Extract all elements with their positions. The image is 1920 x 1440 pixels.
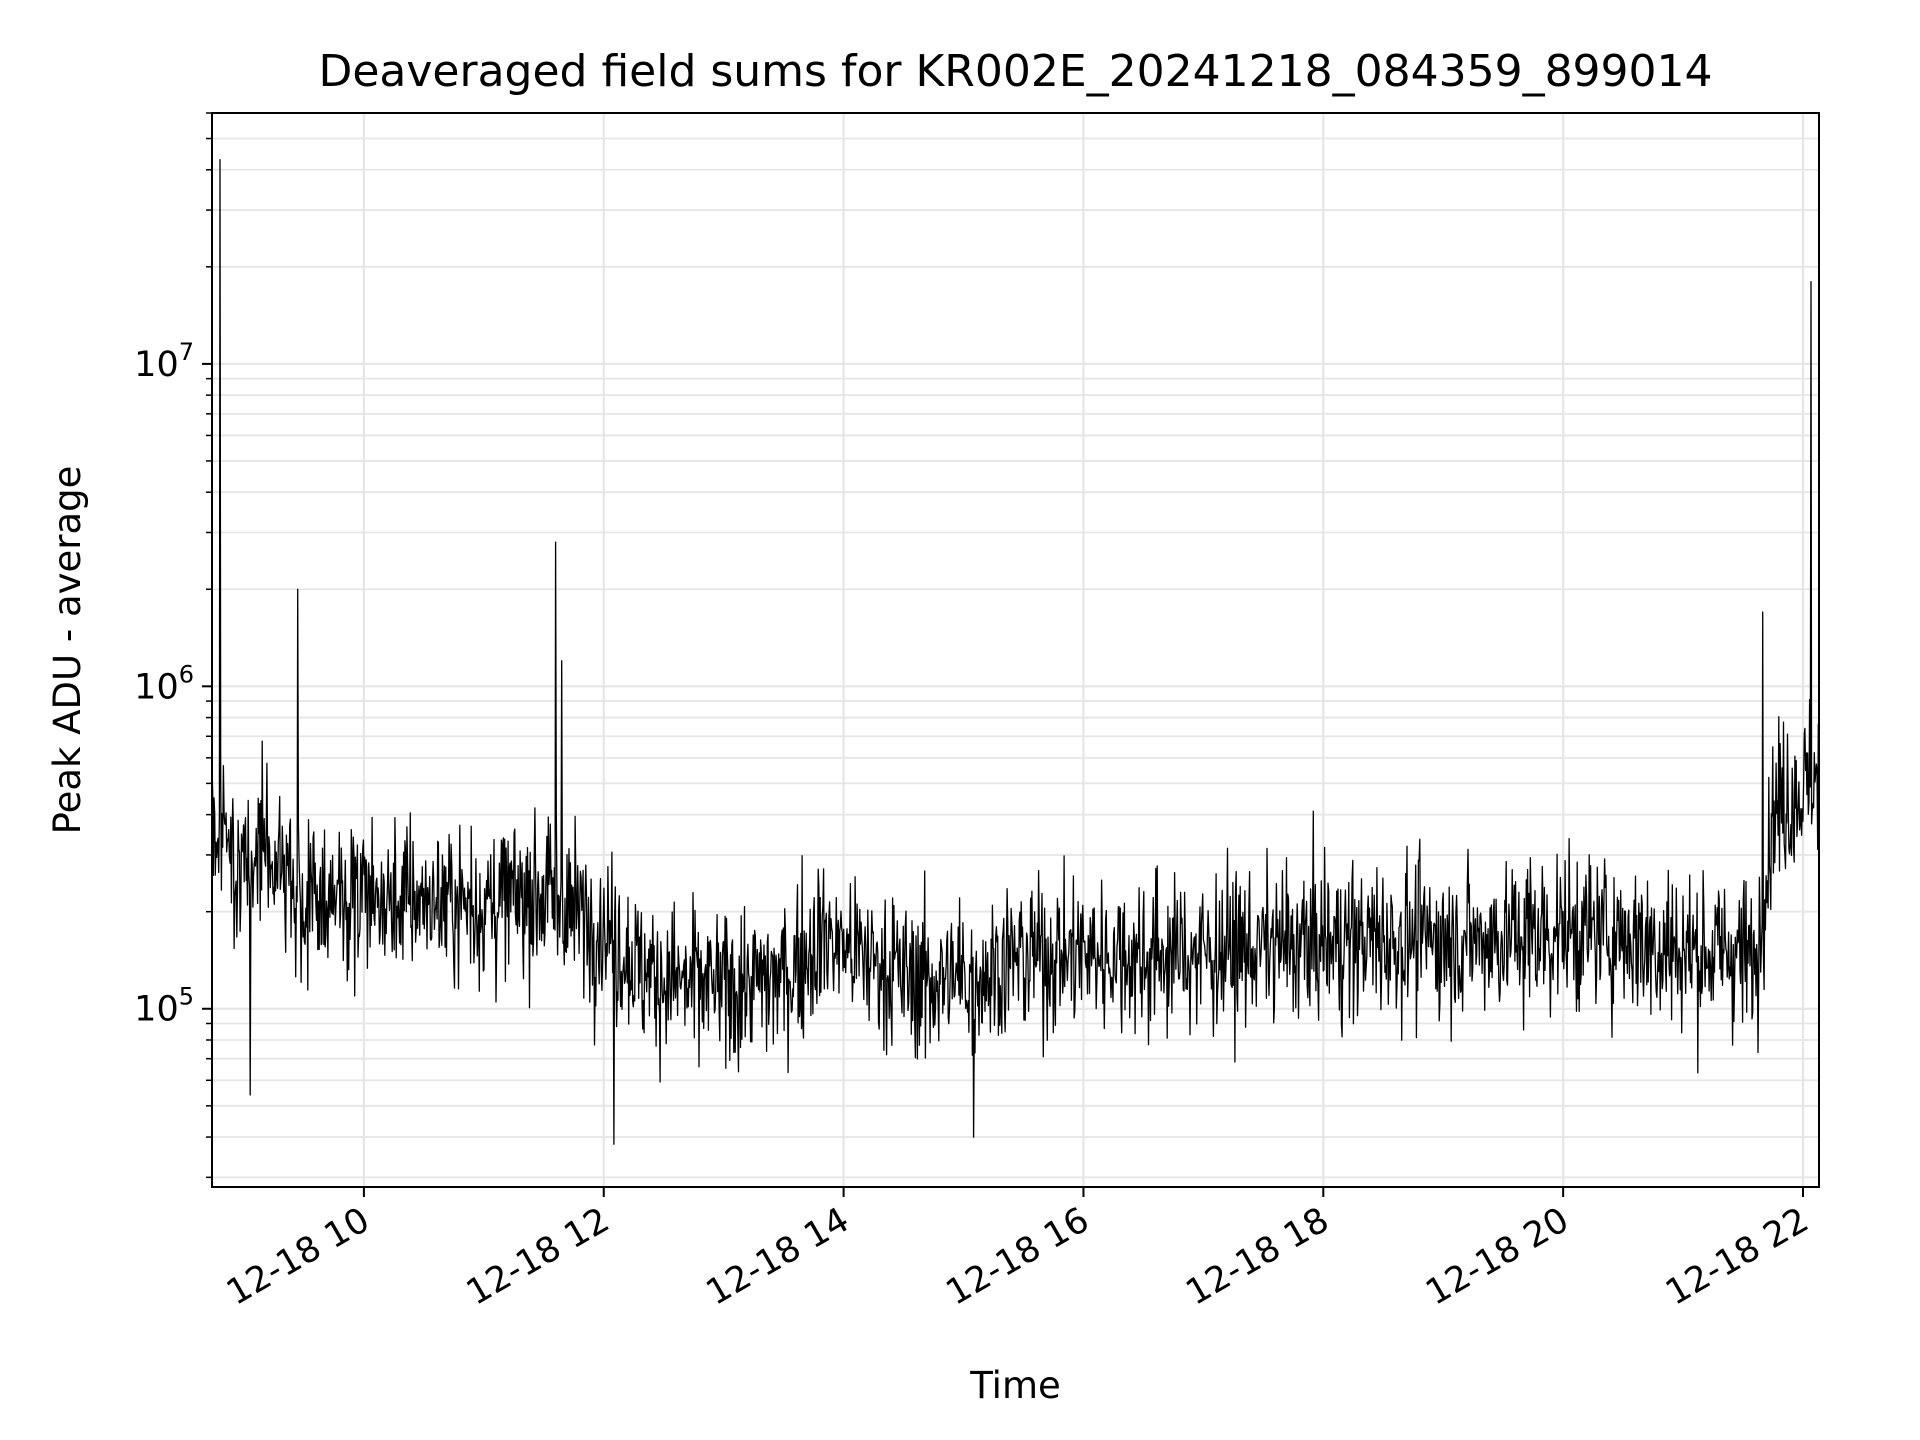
grid (212, 112, 1819, 1187)
plot-frame (211, 112, 1820, 1188)
y-tick-label: 107 (134, 338, 194, 385)
y-tick-label: 106 (134, 660, 194, 707)
series-line (211, 158, 1820, 1145)
x-axis-label: Time (969, 1364, 1061, 1407)
y-axis-label: Peak ADU - average (46, 466, 89, 835)
data-series (211, 158, 1820, 1145)
chart-title: Deaveraged field sums for KR002E_2024121… (318, 46, 1712, 97)
y-tick-label: 105 (134, 983, 194, 1030)
